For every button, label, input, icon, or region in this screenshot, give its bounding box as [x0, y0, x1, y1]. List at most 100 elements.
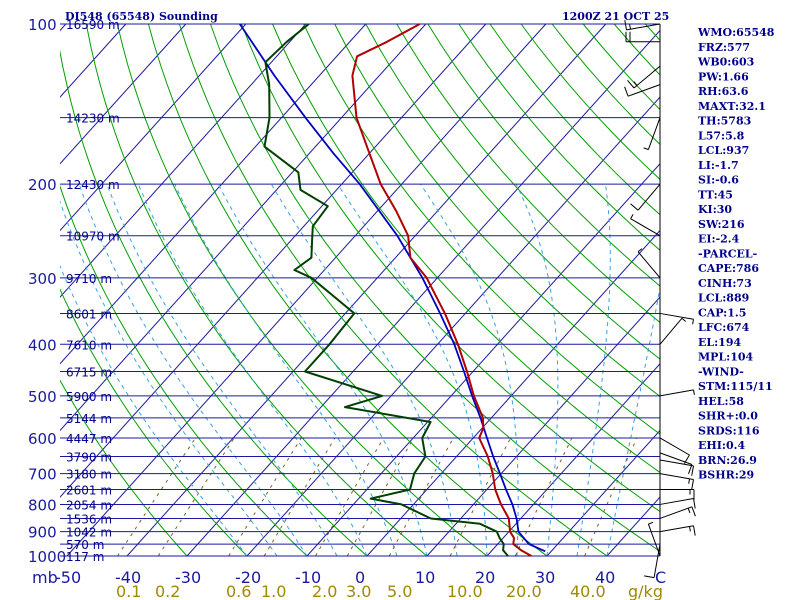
index-entry: LCL:889 — [698, 292, 749, 305]
wind-barb-staff — [659, 312, 694, 320]
temperature-tick-label: 20 — [475, 568, 495, 587]
height-label: 3790 m — [66, 450, 112, 464]
mixing-ratio-tick-label: 10.0 — [447, 582, 483, 600]
index-entry: HEL:58 — [698, 395, 744, 408]
wind-barb-flag — [637, 248, 643, 253]
wind-barb-flag — [624, 86, 629, 97]
mixing-ratio-tick-label: 3.0 — [346, 582, 371, 600]
wind-barb — [659, 452, 693, 475]
wind-barb-flag — [624, 20, 627, 30]
dewpoint-trace — [263, 23, 509, 557]
mixing-ratio-tick-label: 5.0 — [387, 582, 412, 600]
isotherm-line — [60, 23, 187, 165]
wind-barb — [627, 65, 661, 89]
temperature-tick-label: -30 — [175, 568, 201, 587]
wind-barbs — [624, 20, 696, 579]
wind-barb — [625, 31, 661, 43]
wind-barb — [659, 525, 696, 536]
wind-barb — [630, 183, 661, 211]
wind-barb — [630, 214, 661, 237]
height-label: 2054 m — [66, 498, 112, 512]
moist-adiabat-line — [60, 264, 248, 557]
wind-barb-staff — [626, 23, 661, 31]
wind-barb-staff — [647, 523, 661, 557]
temperature-tick-label: 40 — [595, 568, 615, 587]
index-entry: CAP:1.5 — [698, 306, 746, 319]
wind-barb — [647, 521, 661, 557]
wind-barb-flag — [629, 24, 631, 30]
temperature-tick-label: C — [655, 568, 666, 587]
wind-barb-flag — [687, 508, 691, 514]
isotherm-line — [60, 23, 487, 498]
index-entry: EL:194 — [698, 336, 741, 349]
index-entry: L57:5.8 — [698, 129, 745, 142]
height-label: 3180 m — [66, 468, 112, 482]
pressure-tick-label: 400 — [28, 336, 57, 354]
mixing-ratio-line — [228, 437, 302, 557]
moist-adiabat-line — [337, 183, 488, 556]
wind-barb — [644, 544, 661, 579]
mixing-ratio-tick-label: 0.1 — [116, 582, 141, 600]
index-entry: STM:115/11 — [698, 380, 773, 393]
wind-barb-staff — [659, 498, 694, 505]
wind-barb — [659, 506, 696, 519]
moist-adiabat-line — [217, 183, 428, 557]
index-entry: SHR+:0.0 — [698, 410, 758, 423]
mixing-ratio-line — [117, 437, 196, 557]
wind-barb-flag — [644, 575, 655, 579]
height-label: 5900 m — [66, 390, 112, 404]
wind-barb-flag — [689, 526, 691, 532]
isotherm-line — [60, 23, 427, 432]
temperature-tick-label: 30 — [535, 568, 555, 587]
wind-barb-flag — [691, 465, 694, 476]
parcel-trace — [239, 23, 546, 553]
wind-barb-flag — [691, 506, 696, 517]
index-entry: EI:-2.4 — [698, 233, 740, 246]
wind-barb-flag — [633, 81, 638, 86]
wind-barb-flag — [643, 147, 649, 151]
temperature-tick-label: -20 — [235, 568, 261, 587]
index-entry: SW:216 — [698, 218, 745, 231]
wind-barb-flag — [681, 317, 687, 322]
wind-barb — [659, 389, 695, 397]
wind-barb-staff — [659, 506, 693, 519]
index-entry: PW:1.66 — [698, 70, 749, 83]
index-entry: SRDS:116 — [698, 424, 760, 437]
wind-barb-staff — [630, 218, 661, 237]
temperature-tick-label: -50 — [55, 568, 81, 587]
index-entry: LI:-1.7 — [698, 159, 739, 172]
wind-barb-flag — [688, 464, 693, 475]
height-label: 8601 m — [66, 307, 112, 321]
wind-barb-staff — [659, 473, 694, 480]
wind-barb-flag — [691, 479, 694, 490]
index-entry: KI:30 — [698, 203, 732, 216]
isotherm-line — [546, 429, 660, 557]
height-label: 6715 m — [66, 366, 112, 380]
wind-barb-flag — [692, 319, 694, 325]
height-label: 1536 m — [66, 512, 112, 526]
isotherm-line — [366, 229, 660, 557]
height-label: 14230 m — [66, 112, 120, 126]
isotherm-line — [66, 23, 547, 557]
chart-title: DI548 (65548) Sounding — [65, 10, 218, 23]
wind-barb-flag — [648, 521, 654, 525]
wind-barb-staff — [659, 525, 694, 533]
wind-barb-staff — [637, 183, 661, 211]
wind-barb-staff — [653, 544, 661, 578]
wind-barb-staff — [659, 437, 690, 456]
wind-barb — [643, 117, 661, 151]
index-entry: -WIND- — [698, 365, 744, 378]
wind-barb-staff — [633, 65, 661, 89]
index-entry: SI:-0.6 — [698, 174, 739, 187]
index-entry: -PARCEL- — [698, 247, 757, 260]
pressure-tick-label: 600 — [28, 430, 57, 448]
wind-barb — [659, 312, 694, 325]
height-label: 570 m — [66, 538, 104, 552]
wind-barb-flag — [693, 389, 695, 395]
index-entry: LCL:937 — [698, 144, 749, 157]
axis-labels: 16590 m 14230 m 12430 m 10970 m 9710 m 8601 m… — [28, 16, 666, 600]
wind-barb-staff — [627, 84, 661, 97]
wind-barb — [637, 248, 661, 279]
